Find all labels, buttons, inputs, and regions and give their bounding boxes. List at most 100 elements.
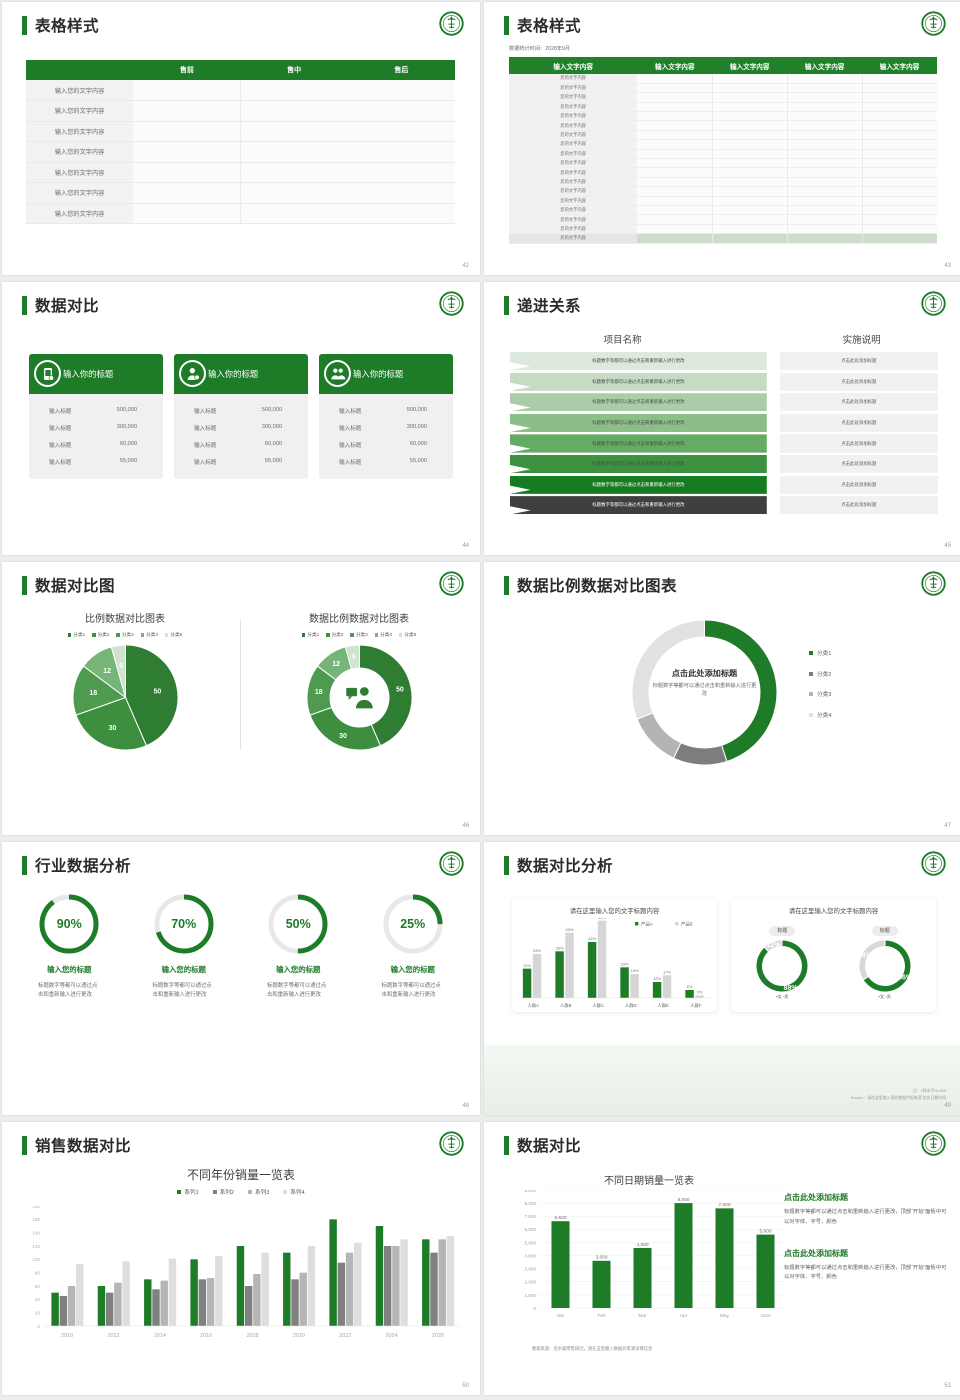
cell[interactable]	[133, 203, 242, 224]
slide-thumbnail-46[interactable]: 数据对比图 比例数据对比图表 分类1 分类2 分类3 分类4 分类5 50 30 18 12 5…	[2, 562, 480, 835]
cell[interactable]	[712, 92, 788, 103]
table-43[interactable]: 输入文字内容 输入文字内容 输入文字内容 输入文字内容 输入文字内容 您的文字内…	[509, 57, 937, 244]
slide-thumbnail-48[interactable]: 行业数据分析 90% 输入您的标题 标题数字等都可以通过点击和重新输入进行更改 70%…	[2, 842, 480, 1115]
cell[interactable]	[862, 74, 937, 84]
doughnut-item[interactable]: 标题 66% 34% ▪女 ▫男	[858, 919, 911, 1000]
table-row[interactable]: 您的文字内容	[509, 224, 937, 235]
cell[interactable]	[787, 83, 863, 94]
doughnut-item[interactable]: 标题 88% 12% ▪女 ▫男	[756, 919, 809, 1000]
cell[interactable]	[637, 205, 713, 216]
cell[interactable]	[637, 111, 713, 122]
table-row[interactable]: 您的文字内容	[509, 130, 937, 141]
table-row[interactable]: 您的文字内容	[509, 102, 937, 113]
cell[interactable]	[862, 120, 937, 131]
cell[interactable]	[787, 224, 863, 235]
table-row[interactable]: 输入您的文字内容	[26, 141, 455, 163]
cell[interactable]	[637, 74, 713, 84]
doughnut-chart[interactable]: 50 30 18 12 5	[306, 645, 412, 750]
cell[interactable]	[712, 83, 788, 94]
step-description[interactable]: 点击此处添加标题	[779, 352, 938, 371]
slide-thumbnail-49[interactable]: 数据对比分析 请在这里输入您的文字标题内容 22% 33% 人群A 35% 49% 人群B…	[484, 842, 960, 1115]
cell[interactable]	[637, 196, 713, 206]
cell[interactable]	[712, 130, 788, 141]
cell[interactable]	[637, 83, 713, 94]
table-row[interactable]: 您的文字内容	[509, 177, 937, 188]
cell[interactable]	[637, 214, 713, 225]
doughnut-chart-panel[interactable]: 数据比例数据对比图表 分类1 分类2 分类3 分类4 分类5 50 30 18 12 5	[244, 610, 474, 750]
progression-row[interactable]: 标题数字等都可以通过点击和重新输入进行更改 点击此处添加标题	[510, 475, 938, 494]
cell[interactable]	[862, 214, 937, 225]
cell[interactable]	[862, 83, 937, 94]
bar-chart-panel[interactable]: 请在这里输入您的文字标题内容 22% 33% 人群A 35% 49% 人群B 42% 58% 人…	[512, 897, 717, 1012]
cell[interactable]	[240, 100, 455, 122]
cell[interactable]	[637, 92, 713, 103]
progress-ring-item[interactable]: 90% 输入您的标题 标题数字等都可以通过点击和重新输入进行更改	[12, 894, 127, 1001]
cell[interactable]	[712, 149, 788, 160]
data-card[interactable]: 输入你的标题 输入标题 500,000 输入标题 300,000 输入标题 60,00…	[29, 354, 163, 479]
cell[interactable]	[240, 162, 455, 183]
progression-row[interactable]: 标题数字等都可以通过点击和重新输入进行更改 点击此处添加标题	[510, 352, 938, 371]
cell[interactable]	[862, 102, 937, 113]
step-description[interactable]: 点击此处添加标题	[779, 434, 938, 453]
cell[interactable]	[787, 233, 863, 244]
cell[interactable]	[133, 162, 242, 183]
pie-chart-panel[interactable]: 比例数据对比图表 分类1 分类2 分类3 分类4 分类5 50 30 18 12 5	[10, 610, 240, 750]
slide-thumbnail-50[interactable]: 销售数据对比 不同年份销量一览表 系列1 系列2 系列3 系列4 0 20 40 60 80 1…	[2, 1122, 480, 1395]
doughnut-chart[interactable]	[632, 620, 777, 765]
table-row[interactable]: 输入您的文字内容	[26, 80, 455, 101]
cell[interactable]	[712, 233, 788, 244]
cell[interactable]	[862, 130, 937, 141]
slide-thumbnail-45[interactable]: 递进关系 项目名称 实施说明 标题数字等都可以通过点击和重新输入进行更改 点击此处…	[484, 282, 960, 555]
cell[interactable]	[240, 203, 455, 224]
table-row[interactable]: 您的文字内容	[509, 158, 937, 169]
cell[interactable]	[712, 74, 788, 84]
progression-step[interactable]: 标题数字等都可以通过点击和重新输入进行更改	[510, 496, 767, 515]
data-card[interactable]: 输入你的标题 输入标题 500,000 输入标题 300,000 输入标题 60,00…	[174, 354, 308, 479]
cell[interactable]	[637, 120, 713, 131]
progression-row[interactable]: 标题数字等都可以通过点击和重新输入进行更改 点击此处添加标题	[510, 496, 938, 515]
cell[interactable]	[712, 205, 788, 216]
cell[interactable]	[637, 167, 713, 178]
cell[interactable]	[712, 214, 788, 225]
cell[interactable]	[637, 186, 713, 197]
cell[interactable]	[787, 139, 863, 150]
cell[interactable]	[712, 111, 788, 122]
step-description[interactable]: 点击此处添加标题	[779, 372, 938, 391]
cell[interactable]	[712, 196, 788, 206]
cell[interactable]	[787, 196, 863, 206]
cell[interactable]	[787, 74, 863, 84]
slide-thumbnail-42[interactable]: 表格样式 售前 售中 售后 输入您的文字内容 输入您的文字内容 输入您	[2, 2, 480, 275]
bar-chart[interactable]: 0 1,000 2,000 3,000 4,000 5,000 6,000 7,000 8,00…	[506, 1190, 791, 1340]
cell[interactable]	[787, 120, 863, 131]
table-row[interactable]: 您的文字内容	[509, 74, 937, 84]
cell[interactable]	[787, 130, 863, 141]
cell[interactable]	[787, 177, 863, 188]
table-row[interactable]: 您的文字内容	[509, 111, 937, 122]
progress-ring-item[interactable]: 50% 输入您的标题 标题数字等都可以通过点击和重新输入进行更改	[241, 894, 356, 1001]
progression-step[interactable]: 标题数字等都可以通过点击和重新输入进行更改	[510, 434, 767, 453]
cell[interactable]	[712, 177, 788, 188]
grouped-bar-chart[interactable]: 0 20 40 60 80 100 120 140 160 180 2010 2012 2014 2016…	[16, 1206, 470, 1361]
slide-thumbnail-47[interactable]: 数据比例数据对比图表 点击此处添加标题 标题数字等都可以通过点击和重新输入进行更…	[484, 562, 960, 835]
cell[interactable]	[240, 80, 455, 101]
cell[interactable]	[787, 102, 863, 113]
data-card[interactable]: 输入你的标题 输入标题 500,000 输入标题 300,000 输入标题 60,00…	[319, 354, 453, 479]
table-row[interactable]: 输入您的文字内容	[26, 203, 455, 224]
cell[interactable]	[133, 141, 242, 163]
progress-ring-item[interactable]: 70% 输入您的标题 标题数字等都可以通过点击和重新输入进行更改	[127, 894, 242, 1001]
cell[interactable]	[787, 167, 863, 178]
cell[interactable]	[787, 205, 863, 216]
cell[interactable]	[133, 80, 242, 101]
cell[interactable]	[637, 139, 713, 150]
cell[interactable]	[787, 149, 863, 160]
cell[interactable]	[240, 182, 455, 204]
progression-row[interactable]: 标题数字等都可以通过点击和重新输入进行更改 点击此处添加标题	[510, 393, 938, 412]
table-row[interactable]: 您的文字内容	[509, 149, 937, 160]
table-row[interactable]: 输入您的文字内容	[26, 121, 455, 142]
doughnut-chart[interactable]: 66% 34%	[858, 940, 911, 992]
table-row[interactable]: 输入您的文字内容	[26, 100, 455, 122]
progression-row[interactable]: 标题数字等都可以通过点击和重新输入进行更改 点击此处添加标题	[510, 434, 938, 453]
table-row[interactable]: 您的文字内容	[509, 205, 937, 216]
cell[interactable]	[862, 205, 937, 216]
table-row[interactable]: 您的文字内容	[509, 167, 937, 178]
